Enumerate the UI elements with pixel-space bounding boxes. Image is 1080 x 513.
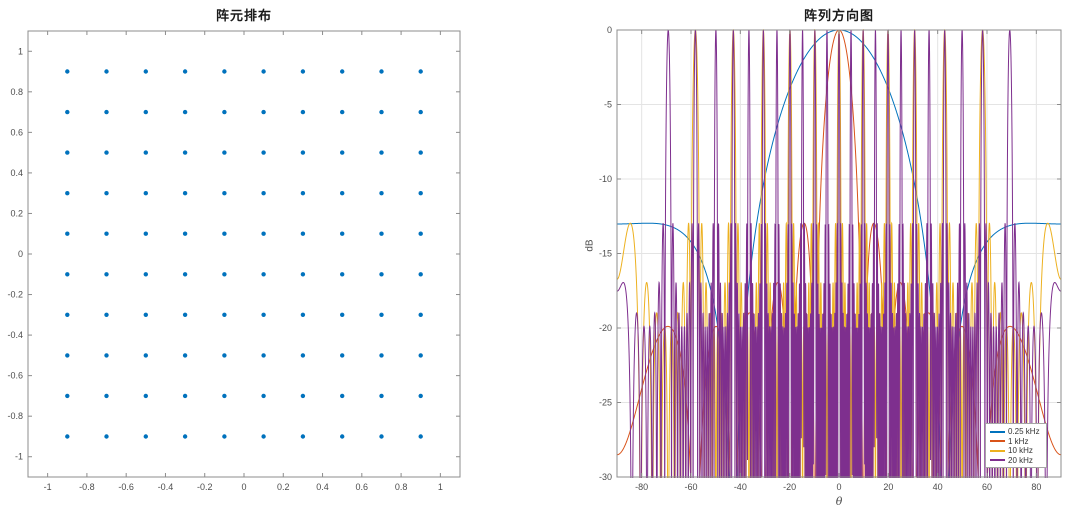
svg-text:-0.8: -0.8 (7, 411, 23, 421)
svg-text:-40: -40 (734, 482, 747, 492)
legend-label: 20 kHz (1008, 455, 1033, 465)
array-pattern-chart: -80 -60 -40 -20 0 20 40 60 80 0 -5 -10 -15 -20 -25 -30 (599, 25, 1062, 492)
svg-text:0.6: 0.6 (356, 482, 369, 492)
svg-text:0: 0 (18, 249, 23, 259)
svg-text:-0.4: -0.4 (158, 482, 174, 492)
legend-item: 10 kHz (990, 446, 1044, 456)
legend-line-swatch (990, 459, 1005, 462)
svg-text:-0.4: -0.4 (7, 330, 23, 340)
svg-text:0.2: 0.2 (277, 482, 290, 492)
legend-line-swatch (990, 430, 1005, 433)
svg-text:0: 0 (836, 482, 841, 492)
svg-text:-1: -1 (15, 452, 23, 462)
svg-text:-0.6: -0.6 (7, 371, 23, 381)
element-layout-chart: -1 -0.8 -0.6 -0.4 -0.2 0 0.2 0.4 0.6 0.8 1 -1 -0.8 -0… (7, 30, 461, 492)
array-pattern-title: 阵列方向图 (803, 8, 874, 23)
svg-text:20: 20 (883, 482, 893, 492)
svg-text:0.6: 0.6 (10, 127, 23, 137)
legend-label: 10 kHz (1008, 446, 1033, 456)
svg-text:0.2: 0.2 (10, 208, 23, 218)
svg-text:-20: -20 (783, 482, 796, 492)
legend-label: 1 kHz (1008, 436, 1029, 446)
svg-text:-60: -60 (684, 482, 697, 492)
y-axis-label-db: dB (584, 239, 596, 252)
svg-text:-20: -20 (599, 323, 612, 333)
legend-line-swatch (990, 440, 1005, 443)
svg-text:-5: -5 (604, 100, 612, 110)
svg-text:0.8: 0.8 (395, 482, 408, 492)
element-layout-title: 阵元排布 (215, 8, 272, 23)
svg-text:1: 1 (18, 46, 23, 56)
svg-text:-80: -80 (635, 482, 648, 492)
svg-text:-0.6: -0.6 (118, 482, 134, 492)
svg-text:0: 0 (241, 482, 246, 492)
legend-label: 0.25 kHz (1008, 427, 1040, 437)
svg-text:1: 1 (438, 482, 443, 492)
svg-text:-30: -30 (599, 472, 612, 482)
svg-text:0.8: 0.8 (10, 87, 23, 97)
svg-text:-25: -25 (599, 398, 612, 408)
svg-text:-0.8: -0.8 (79, 482, 95, 492)
svg-text:0: 0 (607, 25, 612, 35)
svg-text:-0.2: -0.2 (7, 290, 23, 300)
svg-text:60: 60 (982, 482, 992, 492)
legend-line-swatch (990, 449, 1005, 452)
svg-text:40: 40 (933, 482, 943, 492)
legend-item: 20 kHz (990, 456, 1044, 466)
svg-text:80: 80 (1031, 482, 1041, 492)
svg-text:-0.2: -0.2 (197, 482, 213, 492)
svg-text:0.4: 0.4 (316, 482, 329, 492)
svg-text:0.4: 0.4 (10, 168, 23, 178)
legend-item: 1 kHz (990, 437, 1044, 447)
svg-text:-15: -15 (599, 249, 612, 259)
svg-text:-1: -1 (44, 482, 52, 492)
svg-text:-10: -10 (599, 174, 612, 184)
legend-item: 0.25 kHz (990, 427, 1044, 437)
legend: 0.25 kHz 1 kHz 10 kHz 20 kHz (985, 423, 1047, 468)
x-axis-label-theta: θ (835, 495, 843, 508)
